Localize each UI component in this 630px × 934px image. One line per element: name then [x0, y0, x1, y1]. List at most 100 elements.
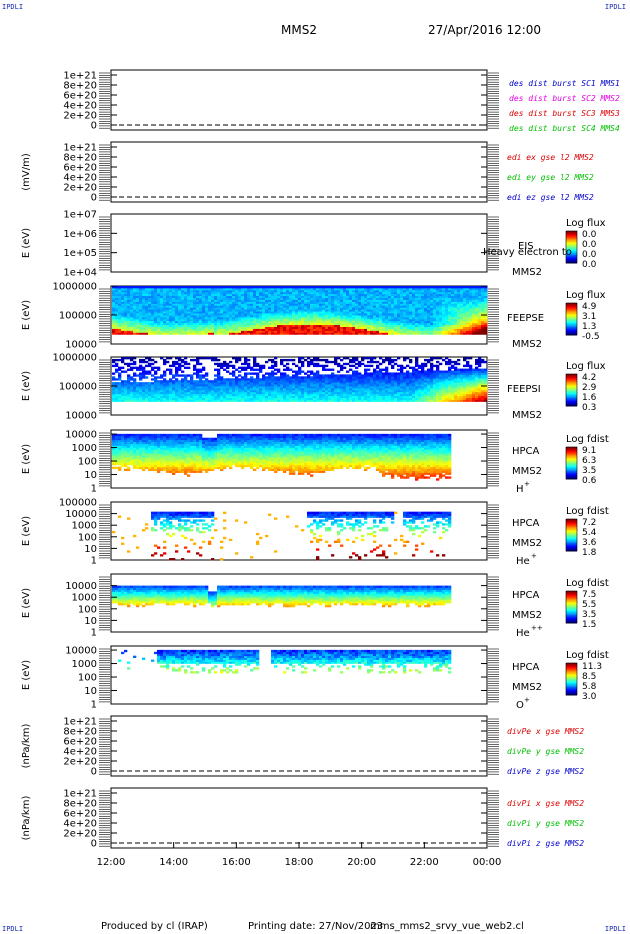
- spectrogram-cell: [241, 389, 245, 393]
- spectrogram-cell: [139, 301, 143, 304]
- spectrogram-cell: [409, 295, 413, 298]
- spectrogram-cell: [286, 384, 290, 387]
- spectrogram-cell: [271, 307, 275, 310]
- spectrogram-cell: [241, 386, 245, 389]
- spectrogram-cell: [361, 395, 365, 398]
- spectrogram-cell: [460, 328, 464, 331]
- spectrogram-cell: [241, 313, 245, 316]
- spectrogram-cell: [466, 309, 470, 312]
- spectrogram-cell: [364, 330, 368, 333]
- spectrogram-cell: [199, 399, 203, 402]
- spectrogram-cell: [130, 391, 134, 395]
- spectrogram-cell: [319, 384, 323, 387]
- spectrogram-cell: [112, 393, 116, 397]
- spectrogram-cell: [409, 318, 413, 322]
- spectrogram-cell: [355, 370, 359, 373]
- spectrogram-cell: [256, 376, 260, 379]
- spectrogram-cell: [181, 395, 185, 398]
- spectrogram-cell: [244, 387, 248, 391]
- spectrogram-cell: [430, 307, 434, 310]
- spectrogram-cell: [301, 318, 305, 322]
- spectrogram-cell: [268, 382, 272, 385]
- spectrogram-cell: [442, 326, 446, 329]
- spectrogram-cell: [139, 389, 143, 393]
- spectrogram-cell: [262, 299, 266, 302]
- spectrogram-cell: [256, 391, 260, 395]
- spectrogram-cell: [427, 309, 431, 312]
- spectrogram-cell: [298, 332, 302, 335]
- spectrogram-cell: [202, 397, 206, 400]
- spectrogram-cell: [376, 291, 380, 295]
- spectrogram-cell: [208, 357, 212, 360]
- spectrogram-cell: [457, 287, 461, 291]
- spectrogram-cell: [430, 291, 434, 295]
- spectrogram-cell: [160, 291, 164, 295]
- spectrogram-cell: [157, 387, 161, 391]
- spectrogram-cell: [184, 307, 188, 310]
- spectrogram-cell: [394, 286, 398, 289]
- spectrogram-cell: [478, 289, 482, 293]
- spectrogram-cell: [193, 328, 197, 331]
- spectrogram-cell: [481, 297, 485, 300]
- spectrogram-cell: [250, 395, 254, 398]
- spectrogram-cell: [241, 305, 245, 308]
- spectrogram-cell: [262, 364, 266, 368]
- spectrogram-cell: [409, 332, 413, 335]
- spectrogram-cell: [316, 299, 320, 302]
- panel-edi-frame: [110, 141, 488, 203]
- spectrogram-cell: [232, 374, 236, 377]
- spectrogram-cell: [442, 330, 446, 333]
- spectrogram-cell: [238, 287, 242, 291]
- spectrogram-cell: [436, 295, 440, 298]
- spectrogram-cell: [226, 309, 230, 312]
- spectrogram-cell: [241, 393, 245, 397]
- spectrogram-cell: [256, 326, 260, 329]
- spectrogram-cell: [166, 382, 170, 385]
- spectrogram-cell: [181, 316, 185, 320]
- spectrogram-cell: [133, 307, 137, 310]
- spectrogram-cell: [157, 311, 161, 314]
- spectrogram-cell: [247, 316, 251, 320]
- spectrogram-cell: [151, 307, 155, 310]
- spectrogram-cell: [469, 332, 473, 335]
- spectrogram-cell: [229, 318, 233, 322]
- spectrogram-cell: [319, 378, 323, 381]
- spectrogram-cell: [223, 391, 227, 395]
- spectrogram-cell: [442, 328, 446, 331]
- spectrogram-cell: [283, 386, 287, 389]
- spectrogram-cell: [304, 291, 308, 295]
- spectrogram-cell: [322, 376, 326, 379]
- spectrogram-cell: [352, 328, 356, 331]
- spectrogram-cell: [148, 307, 152, 310]
- spectrogram-cell: [286, 332, 290, 335]
- spectrogram-cell: [316, 295, 320, 298]
- spectrogram-cell: [289, 295, 293, 298]
- spectrogram-cell: [256, 305, 260, 308]
- spectrogram-cell: [268, 374, 272, 377]
- spectrogram-cell: [169, 372, 173, 375]
- spectrogram-cell: [244, 289, 248, 293]
- spectrogram-cell: [400, 286, 404, 289]
- spectrogram-cell: [160, 297, 164, 300]
- spectrogram-cell: [253, 384, 257, 387]
- spectrogram-cell: [325, 299, 329, 302]
- spectrogram-cell: [235, 391, 239, 395]
- spectrogram-cell: [190, 322, 194, 326]
- spectrogram-cell: [304, 376, 308, 379]
- spectrogram-cell: [370, 357, 374, 360]
- spectrogram-cell: [139, 309, 143, 312]
- spectrogram-cell: [112, 322, 116, 326]
- spectrogram-cell: [457, 322, 461, 326]
- spectrogram-cell: [127, 322, 131, 326]
- spectrogram-cell: [223, 324, 227, 327]
- spectrogram-cell: [250, 382, 254, 385]
- spectrogram-cell: [142, 370, 146, 373]
- spectrogram-cell: [370, 395, 374, 398]
- spectrogram-cell: [484, 316, 488, 320]
- spectrogram-cell: [298, 370, 302, 373]
- spectrogram-cell: [229, 307, 233, 310]
- spectrogram-cell: [343, 295, 347, 298]
- spectrogram-cell: [145, 289, 149, 293]
- spectrogram-cell: [247, 366, 251, 369]
- spectrogram-cell: [223, 291, 227, 295]
